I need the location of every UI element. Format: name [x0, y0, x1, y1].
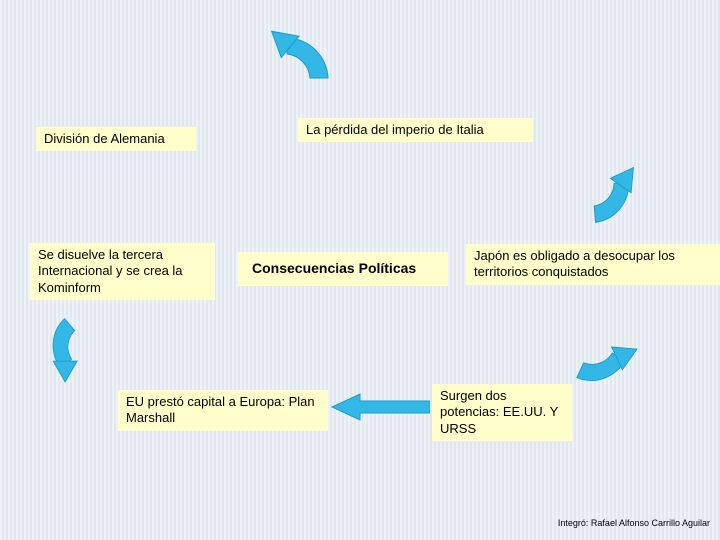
box-division-alemania: División de Alemania	[36, 127, 196, 151]
box-potencias: Surgen dos potencias: EE.UU. Y URSS	[432, 384, 572, 441]
credit-text: Integró: Rafael Alfonso Carrillo Aguilar	[558, 518, 710, 528]
straight-arrow-left	[330, 392, 430, 422]
box-japon: Japón es obligado a desocupar los territ…	[466, 244, 720, 285]
box-tercera-internacional: Se disuelve la tercera Internacional y s…	[30, 243, 215, 300]
box-consecuencias-politicas: Consecuencias Políticas	[238, 252, 448, 286]
box-perdida-italia: La pérdida del imperio de Italia	[298, 118, 533, 142]
curved-arrow-top	[232, 30, 342, 120]
curved-arrow-right-upper	[546, 131, 644, 238]
box-plan-marshall: EU prestó capital a Europa: Plan Marshal…	[118, 390, 328, 431]
